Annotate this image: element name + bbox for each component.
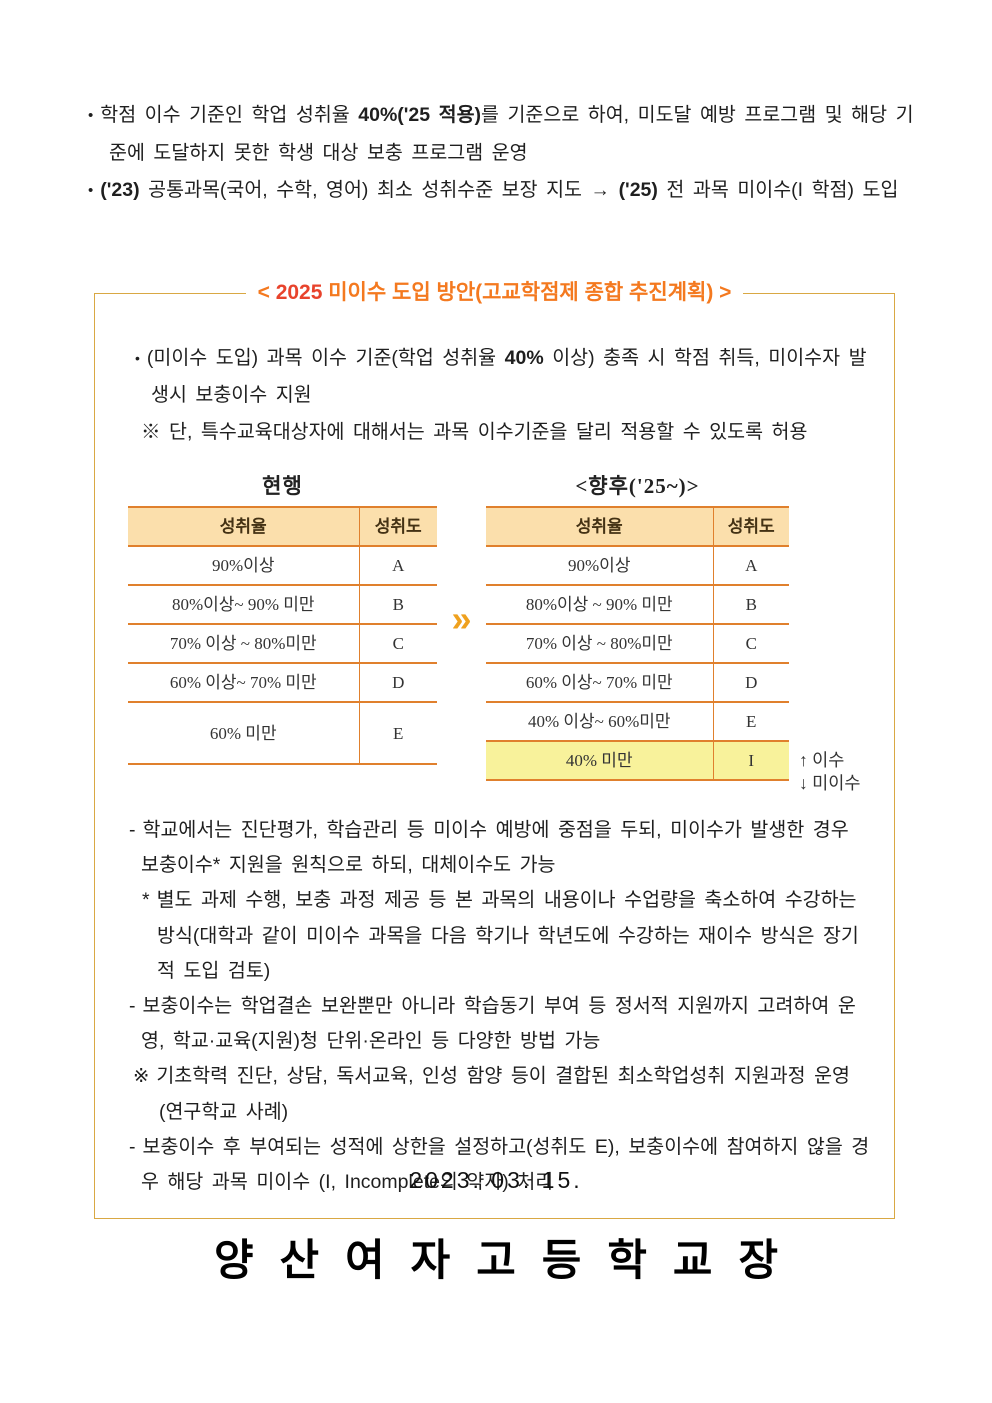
level-cell: B <box>713 585 789 625</box>
rate-cell: 70% 이상 ~ 80%미만 <box>128 624 360 664</box>
current-table-block: 현행 성취율 성취도 90%이상 <box>128 473 437 765</box>
intro-bullet-text: 학점 이수 기준인 학업 성취율 40%('25 적용)를 기준으로 하여, 미… <box>100 104 914 164</box>
table-row: 40% 이상~ 60%미만 E <box>486 702 789 742</box>
table-row: 70% 이상 ~ 80%미만 C <box>486 624 789 664</box>
bullet-icon: • <box>135 350 140 366</box>
note-marker: - <box>129 1135 136 1158</box>
plan-box-title: < 2025 미이수 도입 방안(고교학점제 종합 추진계획) > <box>95 278 894 308</box>
future-table-block: <향후('25~)> 성취율 성취도 90%이상 <box>486 473 860 793</box>
rate-cell: 40% 이상~ 60%미만 <box>486 702 714 742</box>
intro-bullet-list: • 학점 이수 기준인 학업 성취율 40%('25 적용)를 기준으로 하여, … <box>88 97 916 210</box>
level-cell: A <box>713 546 789 586</box>
note-text: 보충이수 후 부여되는 성적에 상한을 설정하고(성취도 E), 보충이수에 참… <box>141 1135 870 1194</box>
notes-list: - 학교에서는 진단평가, 학습관리 등 미이수 예방에 중점을 두되, 미이수가… <box>125 813 870 1200</box>
title-year: 2025 <box>275 281 323 304</box>
table-row: 90%이상 A <box>486 546 789 586</box>
column-header-rate: 성취율 <box>486 507 714 547</box>
fail-label: ↓ 미이수 <box>799 773 861 793</box>
title-rest: 미이수 도입 방안(고교학점제 종합 추진계획) > <box>322 281 732 304</box>
table-row: 60% 이상~ 70% 미만 D <box>486 663 789 703</box>
issue-date: 2023. 03. 15. <box>409 1167 583 1193</box>
bullet-icon: • <box>88 107 94 124</box>
note-text: 기초학력 진단, 상담, 독서교육, 인성 함양 등이 결합된 최소학업성취 지… <box>156 1065 850 1123</box>
title-prefix: < <box>257 281 276 304</box>
rate-cell: 60% 미만 <box>128 702 360 765</box>
principal-signature: 양산여자고등학교장 <box>213 1236 805 1286</box>
note-item: - 보충이수는 학업결손 보완뿐만 아니라 학습동기 부여 등 정서적 지원까지 … <box>125 989 870 1059</box>
current-table-title: 현행 <box>262 474 303 498</box>
rate-cell: 60% 이상~ 70% 미만 <box>486 663 714 703</box>
note-marker: ※ <box>133 1065 150 1088</box>
level-cell: I <box>713 741 789 781</box>
level-cell: C <box>713 624 789 664</box>
rate-cell: 70% 이상 ~ 80%미만 <box>486 624 714 664</box>
note-item: * 별도 과제 수행, 보충 과정 제공 등 본 과목의 내용이나 수업량을 축소… <box>125 883 870 989</box>
intro-bullet-item: • 학점 이수 기준인 학업 성취율 40%('25 적용)를 기준으로 하여, … <box>88 97 916 172</box>
plan-bullet: • (미이수 도입) 과목 이수 기준(학업 성취율 40% 이상) 충족 시 학… <box>125 340 870 414</box>
column-header-level: 성취도 <box>713 507 789 547</box>
rate-cell: 80%이상~ 90% 미만 <box>128 585 360 625</box>
grade-tables-row: 현행 성취율 성취도 90%이상 <box>125 473 870 793</box>
table-row: 80%이상 ~ 90% 미만 B <box>486 585 789 625</box>
note-text: 학교에서는 진단평가, 학습관리 등 미이수 예방에 중점을 두되, 미이수가 … <box>141 819 849 877</box>
column-header-level: 성취도 <box>359 507 437 547</box>
table-row: 40% 미만 I <box>486 741 789 781</box>
note-item: - 학교에서는 진단평가, 학습관리 등 미이수 예방에 중점을 두되, 미이수가… <box>125 813 870 883</box>
level-cell: E <box>359 702 437 765</box>
intro-bullet-item: • ('23) 공통과목(국어, 수학, 영어) 최소 성취수준 보장 지도 → … <box>88 172 916 210</box>
rate-cell: 40% 미만 <box>486 741 714 781</box>
future-grade-table: 성취율 성취도 90%이상 A 80%이상 ~ 90% 미만 <box>486 506 789 781</box>
note-text: 보충이수는 학업결손 보완뿐만 아니라 학습동기 부여 등 정서적 지원까지 고… <box>141 995 856 1053</box>
level-cell: B <box>359 585 437 625</box>
double-arrow-icon: » <box>451 598 472 639</box>
plan-box: < 2025 미이수 도입 방안(고교학점제 종합 추진계획) > • (미이수 … <box>94 281 895 1220</box>
future-table-title: <향후('25~)> <box>575 474 700 498</box>
table-row: 60% 이상~ 70% 미만 D <box>128 663 437 703</box>
table-row: 60% 미만 E <box>128 702 437 765</box>
level-cell: D <box>359 663 437 703</box>
plan-note: ※ 단, 특수교육대상자에 대해서는 과목 이수기준을 달리 적용할 수 있도록… <box>141 421 808 443</box>
note-marker: - <box>129 819 136 841</box>
table-row: 70% 이상 ~ 80%미만 C <box>128 624 437 664</box>
level-cell: D <box>713 663 789 703</box>
rate-cell: 90%이상 <box>486 546 714 586</box>
table-row: 90%이상 A <box>128 546 437 586</box>
note-item: ※ 기초학력 진단, 상담, 독서교육, 인성 함양 등이 결합된 최소학업성취 … <box>125 1059 870 1129</box>
intro-bullet-text: ('23) 공통과목(국어, 수학, 영어) 최소 성취수준 보장 지도 → (… <box>100 179 899 201</box>
note-marker: - <box>129 995 136 1018</box>
pass-label: ↑ 이수 <box>799 750 845 770</box>
current-grade-table: 성취율 성취도 90%이상 A 80%이상~ 90% 미만 <box>128 506 437 765</box>
bullet-icon: • <box>88 182 94 199</box>
table-row: 80%이상~ 90% 미만 B <box>128 585 437 625</box>
note-item: - 보충이수 후 부여되는 성적에 상한을 설정하고(성취도 E), 보충이수에 … <box>125 1130 870 1200</box>
rate-cell: 60% 이상~ 70% 미만 <box>128 663 360 703</box>
level-cell: C <box>359 624 437 664</box>
plan-bullet-text: (미이수 도입) 과목 이수 기준(학업 성취율 40% 이상) 충족 시 학점… <box>146 347 867 406</box>
note-marker: * <box>142 889 150 912</box>
pass-fail-annotation: ↑ 이수 ↓ 미이수 <box>799 749 869 795</box>
rate-cell: 90%이상 <box>128 546 360 586</box>
column-header-rate: 성취율 <box>128 507 360 547</box>
level-cell: A <box>359 546 437 586</box>
plan-box-content: • (미이수 도입) 과목 이수 기준(학업 성취율 40% 이상) 충족 시 학… <box>95 294 894 1218</box>
note-text: 별도 과제 수행, 보충 과정 제공 등 본 과목의 내용이나 수업량을 축소하… <box>156 889 859 982</box>
level-cell: E <box>713 702 789 742</box>
rate-cell: 80%이상 ~ 90% 미만 <box>486 585 714 625</box>
